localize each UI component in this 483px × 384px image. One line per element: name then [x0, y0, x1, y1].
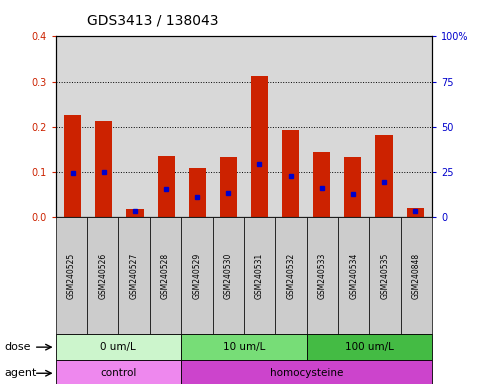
Text: 10 um/L: 10 um/L [223, 342, 265, 352]
Text: 0 um/L: 0 um/L [100, 342, 136, 352]
Text: GDS3413 / 138043: GDS3413 / 138043 [87, 13, 218, 27]
Text: agent: agent [5, 368, 37, 378]
Text: homocysteine: homocysteine [270, 368, 343, 378]
Text: control: control [100, 368, 137, 378]
Text: dose: dose [5, 342, 31, 352]
Text: GSM240526: GSM240526 [98, 252, 107, 299]
Bar [95, 121, 113, 217]
Text: GSM240529: GSM240529 [192, 252, 201, 299]
Bar [344, 157, 361, 217]
Bar [282, 130, 299, 217]
Text: GSM240535: GSM240535 [381, 252, 390, 299]
Text: GSM240528: GSM240528 [161, 252, 170, 299]
Bar [127, 209, 143, 217]
Text: GSM240848: GSM240848 [412, 252, 421, 299]
Bar [313, 152, 330, 217]
Bar [157, 156, 175, 217]
Text: GSM240534: GSM240534 [349, 252, 358, 299]
Text: 100 um/L: 100 um/L [345, 342, 394, 352]
Bar [375, 135, 393, 217]
Bar [189, 168, 206, 217]
Text: GSM240530: GSM240530 [224, 252, 233, 299]
Text: GSM240532: GSM240532 [286, 252, 296, 299]
Bar [251, 76, 268, 217]
Text: GSM240527: GSM240527 [129, 252, 139, 299]
Bar [64, 116, 81, 217]
Text: GSM240533: GSM240533 [318, 252, 327, 299]
Text: GSM240531: GSM240531 [255, 252, 264, 299]
Bar [220, 157, 237, 217]
Text: GSM240525: GSM240525 [67, 252, 76, 299]
Bar [407, 208, 424, 217]
